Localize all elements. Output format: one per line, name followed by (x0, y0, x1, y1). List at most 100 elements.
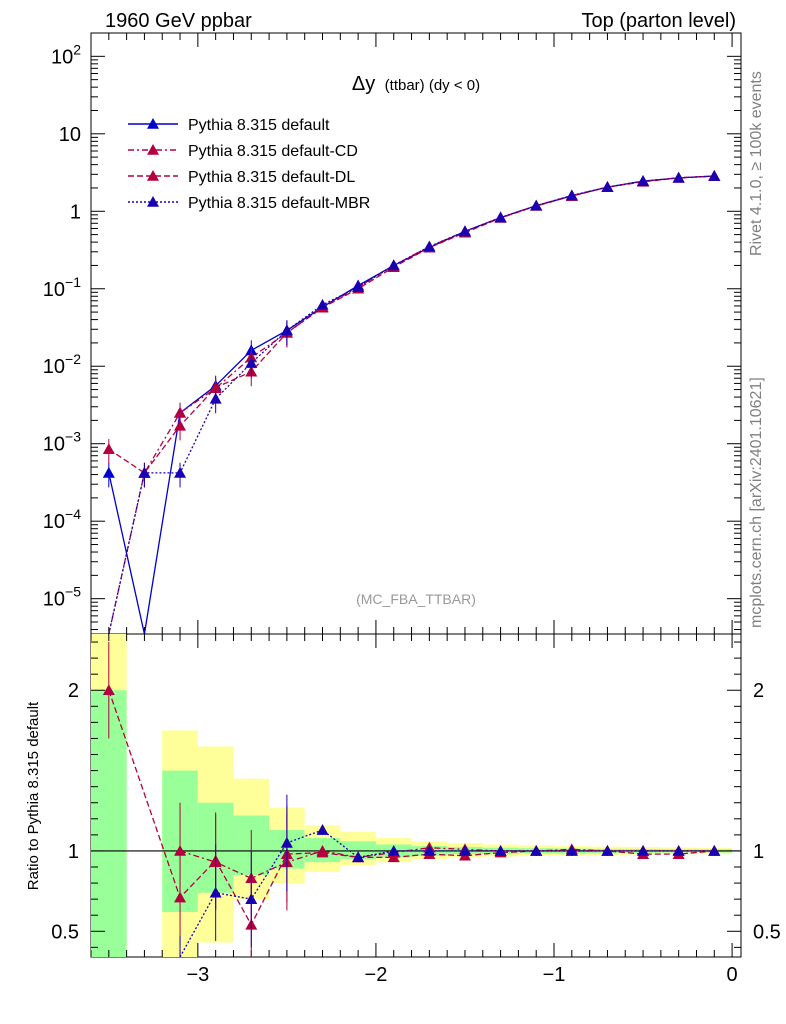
ratio-series-3 (179, 794, 721, 958)
ratio-y-axis-label: Ratio to Pythia 8.315 default (25, 701, 42, 890)
data-marker (672, 171, 685, 183)
data-marker (316, 298, 329, 310)
ratio-data-marker (280, 836, 293, 848)
ratio-data-marker (316, 846, 329, 858)
data-marker (708, 170, 721, 181)
mcplots-source-label: mcplots.cern.ch [arXiv:2401.10621] (748, 377, 765, 628)
x-tick-label: −2 (365, 964, 388, 986)
data-marker (138, 466, 151, 478)
data-marker (102, 466, 115, 478)
data-marker (174, 406, 187, 418)
legend-label: Pythia 8.315 default (188, 117, 330, 134)
ratio-y-tick-label-left: 1 (68, 841, 79, 863)
series-4 (108, 170, 721, 635)
legend-item: Pythia 8.315 default (128, 117, 330, 134)
y-tick-exponent: −5 (65, 584, 81, 600)
data-marker (423, 240, 436, 252)
y-tick-exponent: −1 (65, 274, 81, 290)
y-tick-label: 10 (59, 124, 81, 146)
ratio-data-marker (530, 844, 543, 856)
y-tick-text: 1 (70, 201, 81, 223)
legend-label: Pythia 8.315 default-CD (188, 143, 358, 160)
ratio-data-marker (708, 844, 721, 856)
data-marker (280, 324, 293, 336)
ratio-data-marker (387, 844, 400, 856)
data-marker (565, 189, 578, 201)
ratio-series-line (108, 690, 715, 927)
data-marker (530, 199, 543, 211)
ratio-data-marker (316, 824, 329, 835)
data-marker (494, 211, 507, 223)
ratio-data-marker (174, 891, 187, 903)
ratio-data-marker (458, 844, 471, 856)
data-marker (245, 357, 258, 368)
y-tick-base: 10 (43, 279, 65, 301)
chart-title-symbol: Δy (352, 73, 375, 95)
legend-item: Pythia 8.315 default-DL (128, 169, 355, 186)
ratio-data-marker (102, 684, 115, 696)
data-marker (174, 419, 187, 431)
x-tick-label: −3 (186, 964, 209, 986)
series-line (108, 175, 715, 635)
x-tick-label: 0 (727, 964, 738, 986)
y-tick-exponent: −3 (65, 429, 81, 445)
legend-label: Pythia 8.315 default-DL (188, 169, 355, 186)
y-tick-label: 10−1 (43, 274, 81, 301)
legend-marker (147, 196, 159, 207)
data-marker (174, 466, 187, 478)
data-marker (637, 175, 650, 186)
data-marker (352, 281, 365, 292)
mc-uncertainty-band-green (340, 841, 376, 859)
legend-item: Pythia 8.315 default-MBR (128, 195, 370, 212)
legend-item: Pythia 8.315 default-CD (128, 143, 358, 160)
legend-marker (147, 118, 159, 129)
y-tick-label: 10−5 (43, 584, 81, 611)
ratio-data-marker (245, 893, 258, 904)
data-marker (387, 259, 400, 271)
ratio-data-marker (637, 844, 650, 856)
ratio-y-tick-label-right: 1 (753, 841, 764, 863)
x-tick-label: −1 (543, 964, 566, 986)
series-line (108, 175, 715, 474)
ratio-data-marker (423, 844, 436, 856)
data-marker (209, 381, 222, 393)
legend-marker (147, 170, 159, 181)
legend-label: Pythia 8.315 default-MBR (188, 195, 370, 212)
y-tick-label: 102 (51, 41, 81, 68)
ratio-y-tick-label-left: 0.5 (51, 921, 79, 943)
ratio-y-tick-label-right: 0.5 (753, 921, 781, 943)
chart-title-text: (ttbar) (dy < 0) (385, 77, 480, 94)
ratio-data-marker (672, 844, 685, 856)
legend-marker (147, 144, 159, 155)
y-tick-exponent: −4 (65, 506, 81, 522)
y-tick-base: 10 (43, 511, 65, 533)
y-tick-label: 1 (70, 201, 81, 223)
header-process-label: Top (parton level) (581, 10, 736, 32)
ratio-data-marker (352, 851, 365, 863)
y-tick-base: 10 (43, 589, 65, 611)
y-tick-base: 10 (43, 434, 65, 456)
y-tick-exponent: 2 (73, 41, 81, 57)
header-energy-label: 1960 GeV ppbar (105, 10, 252, 32)
ratio-data-marker (387, 851, 400, 863)
y-tick-text: 10 (59, 124, 81, 146)
ratio-series-line (179, 829, 715, 958)
ratio-data-marker (209, 886, 222, 898)
rivet-version-label: Rivet 4.1.0, ≥ 100k events (748, 71, 765, 256)
y-tick-exponent: −2 (65, 351, 81, 367)
ratio-y-tick-label-left: 2 (68, 680, 79, 702)
analysis-watermark: (MC_FBA_TTBAR) (356, 591, 476, 607)
data-marker (102, 443, 115, 454)
y-tick-label: 10−3 (43, 429, 81, 456)
ratio-data-marker (565, 844, 578, 856)
y-tick-base: 10 (43, 356, 65, 378)
legend: Pythia 8.315 default Pythia 8.315 default… (128, 117, 370, 212)
ratio-y-tick-label-right: 2 (753, 680, 764, 702)
data-marker (601, 181, 614, 192)
ratio-data-marker (601, 844, 614, 856)
y-tick-label: 10−4 (43, 506, 81, 533)
ratio-data-marker (494, 844, 507, 856)
y-tick-label: 10−2 (43, 351, 81, 378)
series-2 (108, 170, 721, 635)
